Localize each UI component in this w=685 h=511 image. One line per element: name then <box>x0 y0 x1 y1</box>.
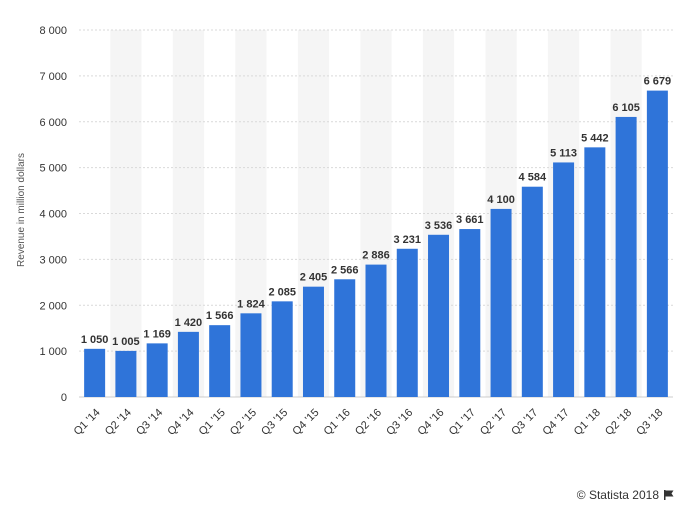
x-tick-label: Q2 '14 <box>103 407 134 438</box>
bar-value-label: 1 420 <box>175 317 203 329</box>
credit-text: © Statista 2018 <box>576 488 659 502</box>
bar-value-label: 3 661 <box>456 214 484 226</box>
bar-value-label: 1 169 <box>143 328 171 340</box>
bar-value-label: 5 442 <box>581 132 609 144</box>
y-tick-label: 8 000 <box>39 25 67 37</box>
bar-value-label: 2 566 <box>331 264 359 276</box>
bar-value-label: 6 679 <box>644 76 672 88</box>
bar[interactable] <box>490 208 512 397</box>
bar[interactable] <box>302 286 324 397</box>
x-tick-label: Q3 '14 <box>134 407 165 438</box>
x-tick-label: Q3 '16 <box>384 407 415 438</box>
bar-value-label: 1 566 <box>206 310 234 322</box>
bar[interactable] <box>240 313 262 397</box>
bar-value-label: 2 085 <box>268 286 296 298</box>
bar[interactable] <box>146 343 168 397</box>
bar-value-label: 1 005 <box>112 336 140 348</box>
bar[interactable] <box>177 331 199 397</box>
bar-value-label: 5 113 <box>550 147 577 159</box>
bar-value-label: 6 105 <box>612 102 640 114</box>
x-tick-label: Q1 '16 <box>322 407 353 438</box>
y-tick-label: 4 000 <box>39 209 67 221</box>
bar[interactable] <box>365 264 387 397</box>
bar-value-label: 2 405 <box>300 272 328 284</box>
x-tick-label: Q1 '17 <box>447 407 478 438</box>
bar[interactable] <box>84 348 106 397</box>
x-tick-label: Q1 '14 <box>72 407 103 438</box>
flag-icon <box>664 490 674 500</box>
x-tick-label: Q4 '17 <box>541 407 572 438</box>
bar-value-label: 3 536 <box>425 220 453 232</box>
bar-value-label: 1 824 <box>237 298 265 310</box>
bar-value-label: 1 050 <box>81 334 109 346</box>
y-tick-label: 6 000 <box>39 117 67 129</box>
bar[interactable] <box>521 186 543 397</box>
x-tick-label: Q4 '16 <box>415 407 446 438</box>
bar[interactable] <box>646 90 668 397</box>
x-tick-label: Q3 '17 <box>509 407 540 438</box>
bar[interactable] <box>553 162 575 397</box>
y-tick-label: 2 000 <box>39 300 67 312</box>
bars <box>84 90 668 397</box>
bar[interactable] <box>459 229 481 397</box>
x-axis-ticks: Q1 '14 Q2 '14 Q3 '14 Q4 '14 Q1 '15 Q2 '15 Q3 '… <box>72 407 666 438</box>
bar[interactable] <box>334 279 356 397</box>
bar-value-label: 2 886 <box>362 250 390 262</box>
x-tick-label: Q1 '15 <box>197 407 228 438</box>
y-tick-label: 7 000 <box>39 71 67 83</box>
y-tick-label: 0 <box>61 392 67 404</box>
y-axis-ticks: 0 1 000 2 000 3 000 4 000 5 000 6 000 7 000 8 00… <box>39 25 67 404</box>
x-tick-label: Q2 '17 <box>478 407 509 438</box>
y-tick-label: 3 000 <box>39 254 67 266</box>
bar[interactable] <box>428 234 450 397</box>
bar[interactable] <box>209 325 231 397</box>
y-axis-label: Revenue in million dollars <box>16 153 27 267</box>
y-tick-label: 5 000 <box>39 163 67 175</box>
y-tick-label: 1 000 <box>39 346 67 358</box>
x-tick-label: Q2 '15 <box>228 407 259 438</box>
x-tick-label: Q3 '18 <box>634 407 665 438</box>
bar[interactable] <box>115 350 137 397</box>
x-tick-label: Q2 '16 <box>353 407 384 438</box>
statista-credit[interactable]: © Statista 2018 <box>577 488 675 502</box>
x-tick-label: Q3 '15 <box>259 407 290 438</box>
bar-value-label: 4 584 <box>519 172 547 184</box>
bar[interactable] <box>271 301 293 397</box>
x-tick-label: Q2 '18 <box>603 407 634 438</box>
bar-value-label: 3 231 <box>393 234 421 246</box>
bar[interactable] <box>396 248 418 397</box>
bar-value-label: 4 100 <box>487 194 515 206</box>
x-tick-label: Q1 '18 <box>572 407 603 438</box>
x-tick-label: Q4 '15 <box>290 407 321 438</box>
bar[interactable] <box>584 147 606 397</box>
x-tick-label: Q4 '14 <box>165 407 196 438</box>
bar[interactable] <box>615 116 637 397</box>
